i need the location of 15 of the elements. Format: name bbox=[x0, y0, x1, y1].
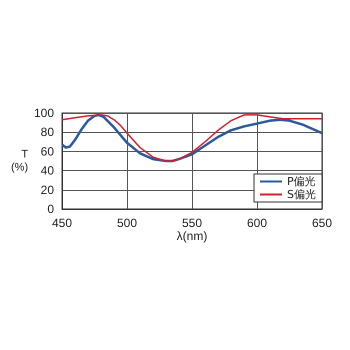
y-tick-label: 100 bbox=[34, 106, 54, 120]
legend-label: P偏光 bbox=[287, 175, 316, 188]
x-tick-label: 500 bbox=[117, 216, 138, 230]
x-tick-label: 650 bbox=[312, 216, 332, 230]
x-tick-label: 550 bbox=[182, 216, 202, 230]
y-tick-label: 60 bbox=[40, 144, 54, 158]
x-tick-label: 600 bbox=[246, 216, 268, 230]
y-tick-label: 40 bbox=[40, 164, 54, 178]
legend-label: S偏光 bbox=[287, 188, 316, 201]
x-axis-title: λ(nm) bbox=[176, 228, 208, 243]
x-tick-label: 450 bbox=[52, 216, 72, 230]
y-tick-label: 80 bbox=[40, 125, 54, 140]
y-tick-label: 20 bbox=[40, 182, 54, 197]
y-axis-title: T (%) bbox=[11, 148, 28, 174]
y-tick-label: 0 bbox=[47, 202, 54, 216]
